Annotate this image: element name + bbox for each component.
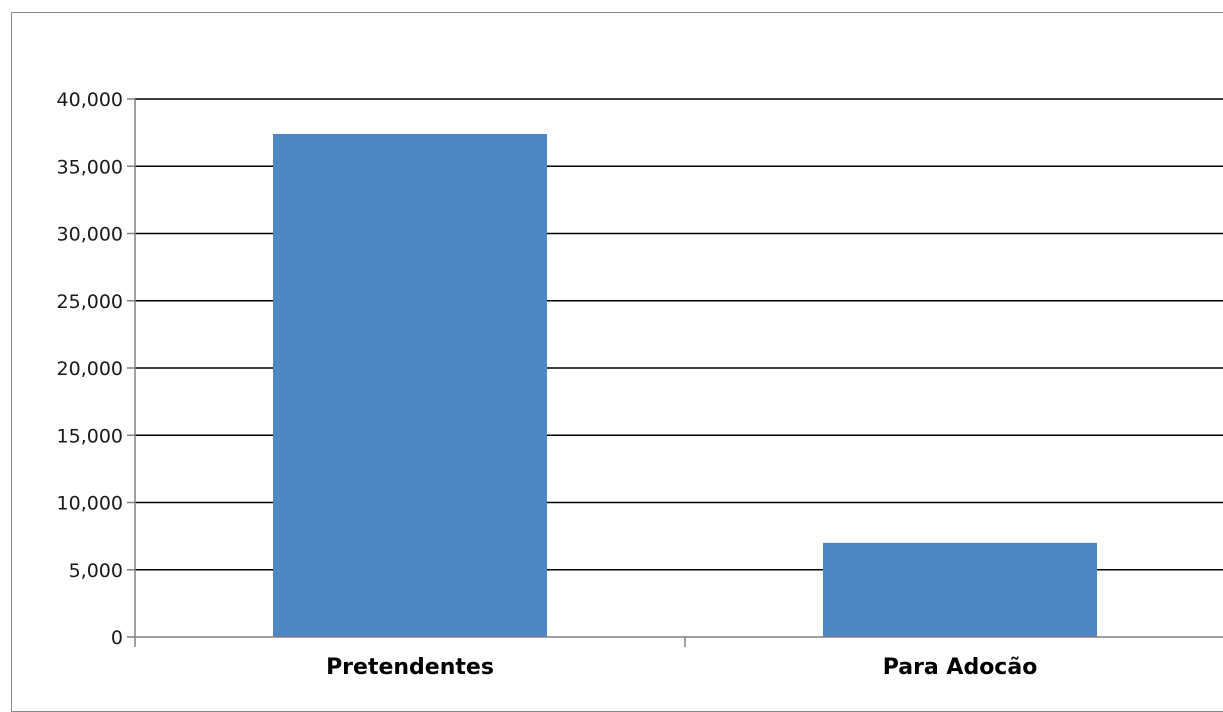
axes — [127, 98, 1223, 647]
y-tick-label: 15,000 — [57, 425, 123, 447]
y-tick-label: 35,000 — [57, 156, 123, 178]
y-tick-label: 0 — [111, 627, 123, 649]
x-tick-labels: Pretendentes Para Adocão — [326, 655, 1037, 677]
bars — [273, 133, 1097, 637]
bar-pretendentes — [273, 133, 547, 637]
x-tick-label: Pretendentes — [326, 655, 494, 677]
y-tick-label: 25,000 — [57, 291, 123, 313]
bar-para-adoc-o — [823, 542, 1097, 637]
y-tick-label: 5,000 — [69, 560, 123, 582]
x-tick-label: Para Adocão — [883, 655, 1038, 677]
y-tick-label: 20,000 — [57, 358, 123, 380]
bar-chart: 0 5,000 10,000 15,000 20,000 25,000 30,000 35,0… — [57, 89, 1223, 677]
y-tick-labels: 0 5,000 10,000 15,000 20,000 25,000 30,000 35,0… — [57, 89, 123, 649]
y-tick-label: 30,000 — [57, 224, 123, 246]
y-tick-label: 40,000 — [57, 89, 123, 111]
y-tick-label: 10,000 — [57, 493, 123, 515]
